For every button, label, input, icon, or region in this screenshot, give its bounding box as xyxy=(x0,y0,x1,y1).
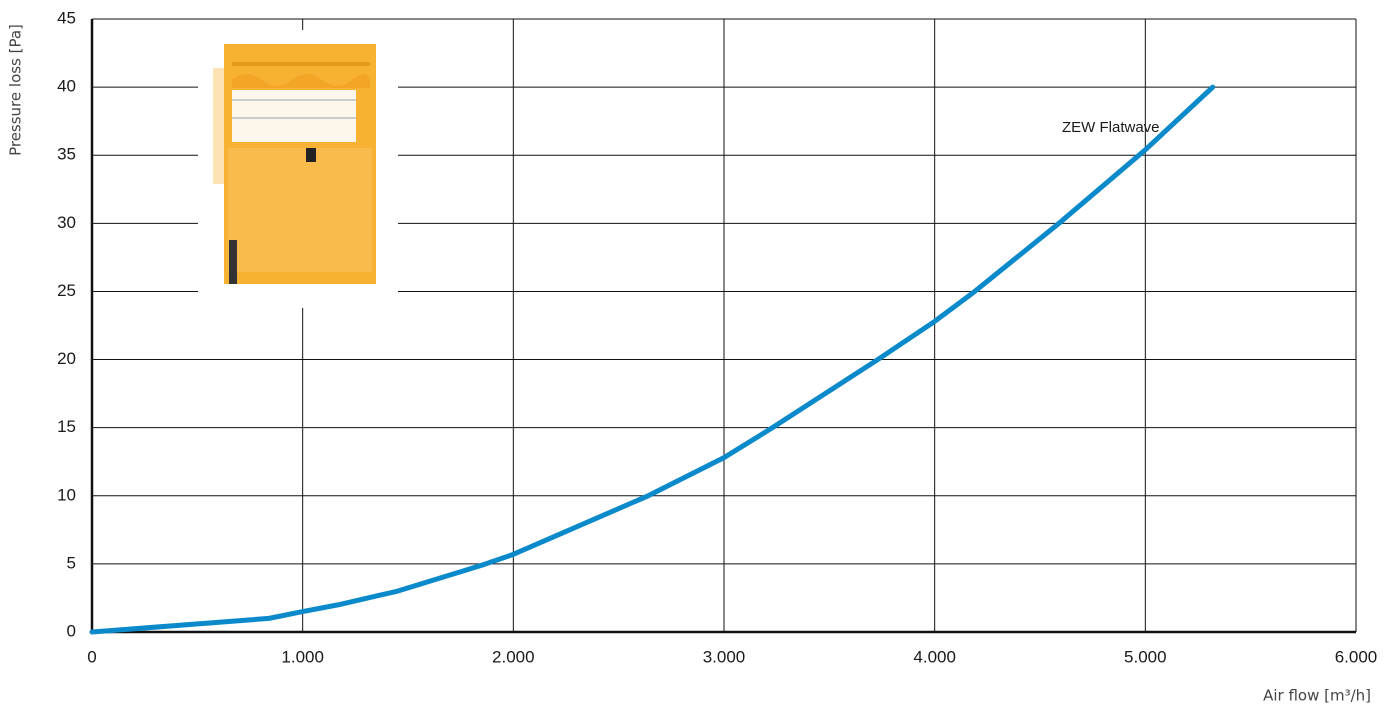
y-tick-label: 30 xyxy=(57,213,76,232)
x-tick-label: 1.000 xyxy=(281,647,324,666)
y-tick-label: 35 xyxy=(57,145,76,164)
series-label: ZEW Flatwave xyxy=(1062,119,1160,136)
y-tick-label: 20 xyxy=(57,349,76,368)
y-axis-title: Pressure loss [Pa] xyxy=(7,24,25,156)
y-tick-label: 10 xyxy=(57,485,76,504)
y-tick-label: 45 xyxy=(57,8,76,27)
y-tick-label: 15 xyxy=(57,417,76,436)
y-tick-label: 25 xyxy=(57,281,76,300)
x-tick-label: 0 xyxy=(87,647,96,666)
y-tick-label: 0 xyxy=(67,621,76,640)
data-line xyxy=(89,84,1216,635)
x-tick-label: 2.000 xyxy=(492,647,535,666)
y-tick-label: 40 xyxy=(57,77,76,96)
x-tick-label: 6.000 xyxy=(1335,647,1378,666)
x-tick-label: 4.000 xyxy=(913,647,956,666)
x-tick-label: 5.000 xyxy=(1124,647,1167,666)
y-tick-label: 5 xyxy=(67,553,76,572)
x-tick-label: 3.000 xyxy=(703,647,746,666)
product-image xyxy=(213,44,376,284)
x-axis-title: Air flow [m³/h] xyxy=(1263,687,1371,705)
